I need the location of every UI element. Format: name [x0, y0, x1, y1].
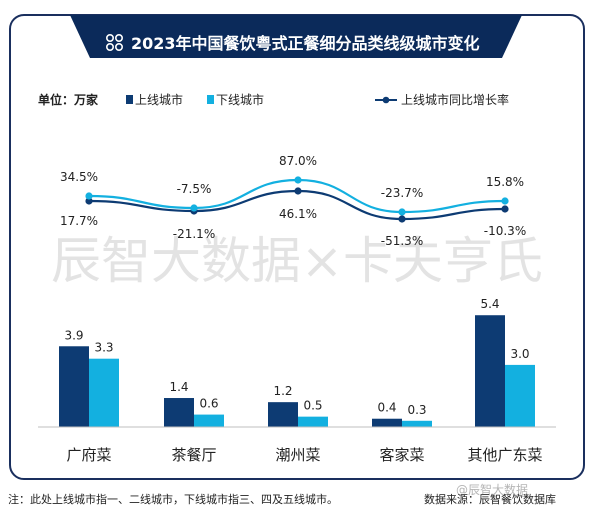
bar-lower-1 [194, 414, 224, 427]
growth-value-label: -7.5% [177, 182, 212, 196]
title-icon [106, 33, 124, 51]
chart-title: 2023年中国餐饮粤式正餐细分品类线级城市变化 [131, 34, 480, 53]
category-label: 茶餐厅 [171, 446, 216, 464]
growth-point [190, 204, 198, 212]
category-label: 其他广东菜 [467, 446, 542, 464]
legend-label-lower: 下线城市 [216, 92, 264, 107]
growth-value-label: -10.3% [484, 224, 526, 238]
legend-label-growth: 上线城市同比增长率 [401, 92, 509, 107]
unit-label: 单位：万家 [38, 92, 99, 107]
title-banner [70, 15, 522, 58]
growth-value-label: -51.3% [381, 234, 423, 248]
legend-swatch-lower [207, 95, 214, 104]
growth-point [501, 197, 509, 205]
bar-upper-0 [59, 346, 89, 427]
growth-point [85, 192, 93, 200]
legend-line-dot [382, 96, 390, 104]
growth-value-label: 46.1% [279, 207, 317, 221]
bar-value-label: 3.0 [510, 347, 529, 361]
growth-value-label: 34.5% [60, 170, 98, 184]
growth-point [398, 208, 406, 216]
bar-upper-4 [475, 315, 505, 427]
growth-point [85, 197, 93, 205]
growth-point [294, 176, 302, 184]
bar-upper-2 [268, 402, 298, 427]
growth-value-label: -21.1% [173, 227, 215, 241]
bar-lower-2 [298, 416, 328, 427]
growth-value-label: 87.0% [279, 154, 317, 168]
footnote: 注：此处上线城市指一、二线城市，下线城市指三、四及五线城市。 [8, 493, 338, 506]
growth-point [398, 215, 406, 223]
growth-value-label: 17.7% [60, 214, 98, 228]
bar-value-label: 1.4 [169, 380, 188, 394]
bar-upper-3 [372, 418, 402, 427]
category-label: 客家菜 [379, 446, 424, 464]
legend-label-upper: 上线城市 [135, 92, 183, 107]
bar-value-label: 0.6 [199, 397, 218, 411]
bar-value-label: 3.3 [94, 341, 113, 355]
corner-watermark: @辰智大数据 [456, 482, 528, 497]
bar-value-label: 0.4 [377, 401, 396, 415]
legend-swatch-upper [126, 95, 133, 104]
bar-upper-1 [164, 398, 194, 427]
growth-point [294, 187, 302, 195]
bar-value-label: 1.2 [273, 384, 292, 398]
bar-value-label: 5.4 [480, 297, 499, 311]
category-label: 广府菜 [66, 446, 111, 464]
growth-value-label: -23.7% [381, 186, 423, 200]
category-label: 潮州菜 [275, 446, 320, 464]
bar-lower-3 [402, 420, 432, 427]
growth-point [501, 205, 509, 213]
bar-lower-4 [505, 364, 535, 427]
bar-value-label: 0.3 [407, 403, 426, 417]
bar-value-label: 0.5 [303, 399, 322, 413]
bar-lower-0 [89, 358, 119, 427]
watermark: 辰智大数据×卡夫亨氏 [51, 232, 543, 290]
bar-value-label: 3.9 [64, 328, 83, 342]
growth-value-label: 15.8% [486, 175, 524, 189]
data-source: 数据来源：辰智餐饮数据库 [424, 493, 556, 506]
